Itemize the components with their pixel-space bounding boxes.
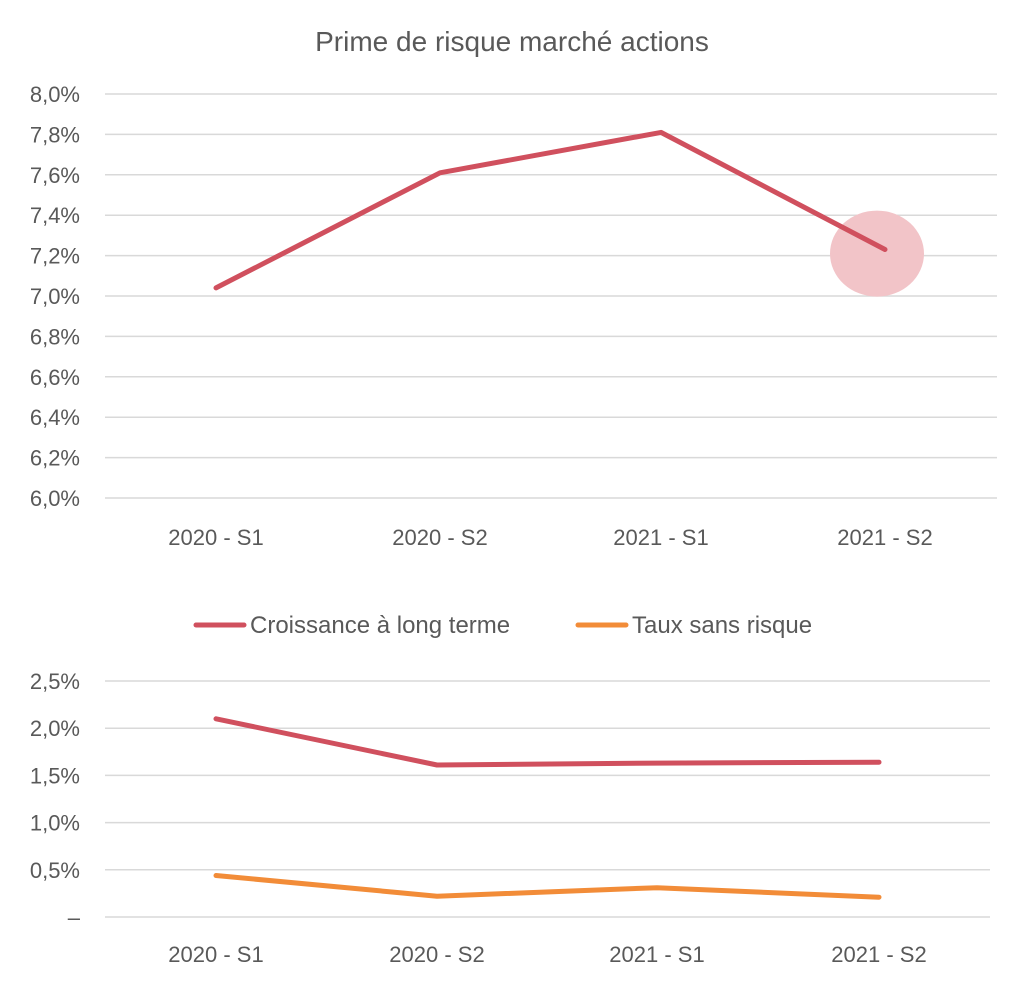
series-line-1 (213, 129, 888, 291)
y-tick-label: 8,0% (30, 82, 80, 107)
y-tick-label: 6,4% (30, 405, 80, 430)
chart-title: Prime de risque marché actions (315, 26, 709, 57)
x-tick-label: 2020 - S2 (392, 525, 487, 550)
y-tick-label: 6,0% (30, 486, 80, 511)
legend: Croissance à long terme Taux sans risque (193, 612, 812, 639)
y-tick-label: – (68, 905, 81, 930)
growth-and-rate-chart: Croissance à long terme Taux sans risque … (30, 612, 990, 967)
y-tick-label: 6,6% (30, 365, 80, 390)
y-tick-label: 7,8% (30, 122, 80, 147)
y-tick-label: 7,0% (30, 284, 80, 309)
x-axis-ticks: 2020 - S1 2020 - S2 2021 - S1 2021 - S2 (168, 525, 932, 550)
y-tick-label: 6,8% (30, 324, 80, 349)
y-tick-label: 7,2% (30, 244, 80, 269)
x-tick-label: 2021 - S2 (831, 942, 926, 967)
x-tick-label: 2021 - S1 (609, 942, 704, 967)
highlight-circle (830, 210, 924, 297)
y-tick-label: 1,0% (30, 811, 80, 836)
y-axis-ticks: – 0,5% 1,0% 1,5% 2,0% 2,5% (30, 669, 81, 930)
y-tick-label: 7,4% (30, 203, 80, 228)
legend-label: Croissance à long terme (250, 612, 510, 639)
series-lines (213, 129, 888, 291)
y-gridlines (105, 93, 997, 499)
y-tick-label: 6,2% (30, 446, 80, 471)
y-tick-label: 0,5% (30, 858, 80, 883)
x-axis-ticks: 2020 - S1 2020 - S2 2021 - S1 2021 - S2 (168, 942, 926, 967)
equity-risk-premium-chart: Prime de risque marché actions 6,0%6,2%6… (30, 26, 997, 550)
y-tick-label: 7,6% (30, 163, 80, 188)
x-tick-label: 2020 - S1 (168, 942, 263, 967)
x-tick-label: 2021 - S2 (837, 525, 932, 550)
legend-label: Taux sans risque (632, 612, 812, 639)
y-tick-label: 1,5% (30, 763, 80, 788)
x-tick-label: 2020 - S2 (389, 942, 484, 967)
series-lines (213, 716, 882, 900)
y-axis-ticks: 6,0% 6,2% 6,4% 6,6% 6,8% 7,0% 7,2% 7,4% 7,6% 7,8%… (30, 82, 80, 511)
highlight-marker (830, 210, 924, 297)
x-tick-label: 2021 - S1 (613, 525, 708, 550)
x-tick-label: 2020 - S1 (168, 525, 263, 550)
y-gridlines (105, 680, 990, 918)
series-line-2 (213, 873, 882, 900)
y-tick-label: 2,5% (30, 669, 80, 694)
series-line-1 (213, 716, 882, 768)
y-tick-label: 2,0% (30, 716, 80, 741)
